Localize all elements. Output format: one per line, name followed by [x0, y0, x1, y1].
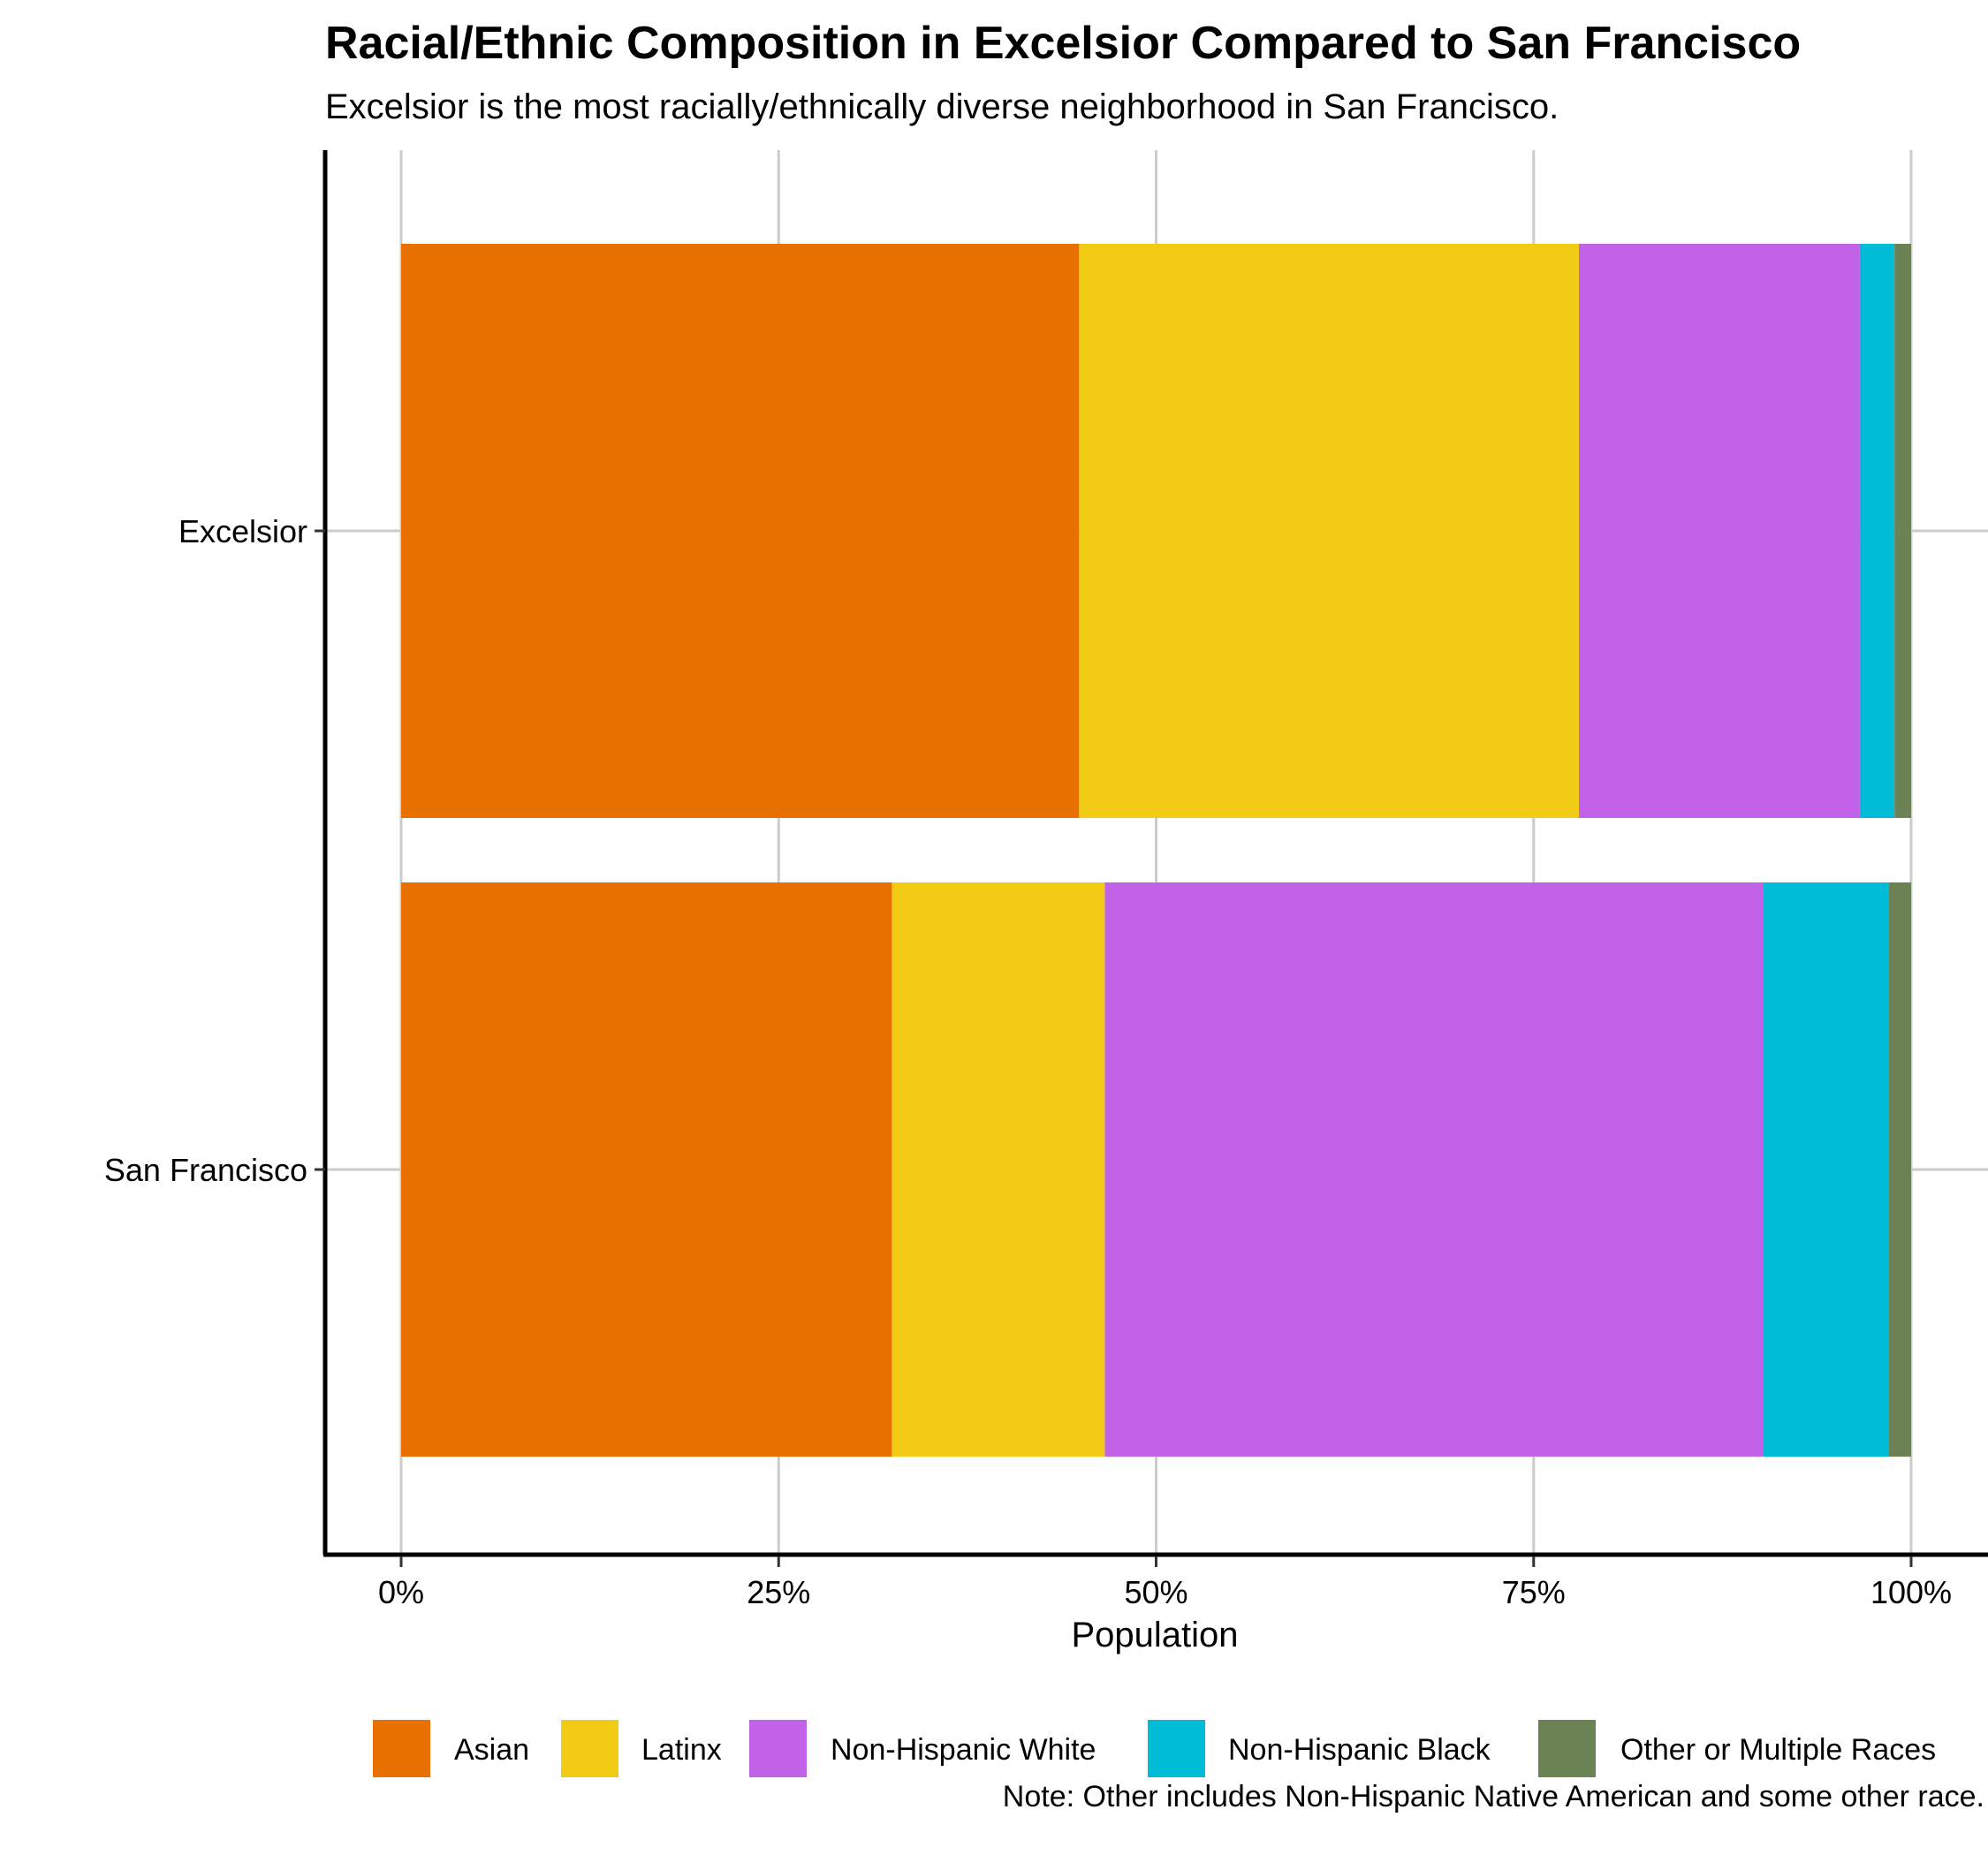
legend-label-latinx: Latinx	[641, 1733, 722, 1767]
y-tick-label-excelsior: Excelsior	[178, 513, 307, 549]
x-tick-label-4: 100%	[1870, 1574, 1952, 1610]
bar-excelsior-non-hispanic-white	[1579, 244, 1860, 818]
bar-excelsior-other-or-multiple-races	[1894, 244, 1911, 818]
bar-excelsior-non-hispanic-black	[1859, 244, 1895, 818]
legend-swatch-latinx	[561, 1720, 618, 1777]
chart-title: Racial/Ethnic Composition in Excelsior C…	[325, 18, 1801, 69]
legend-swatch-other-or-multiple-races	[1538, 1720, 1596, 1777]
legend-swatch-non-hispanic-black	[1148, 1720, 1205, 1777]
x-tick-label-3: 75%	[1502, 1574, 1566, 1610]
bar-san-francisco-latinx	[892, 882, 1105, 1457]
bar-san-francisco-non-hispanic-white	[1104, 882, 1764, 1457]
chart-subtitle: Excelsior is the most racially/ethnicall…	[325, 87, 1559, 126]
legend-label-other-or-multiple-races: Other or Multiple Races	[1620, 1733, 1936, 1767]
bar-excelsior-asian	[401, 244, 1080, 818]
legend-item-latinx: Latinx	[561, 1720, 722, 1777]
x-tick-label-1: 25%	[747, 1574, 810, 1610]
legend-item-asian: Asian	[373, 1720, 529, 1777]
bars	[401, 244, 1911, 1457]
legend-swatch-asian	[373, 1720, 430, 1777]
y-axis: Excelsior San Francisco	[104, 513, 325, 1188]
bar-san-francisco-asian	[401, 882, 892, 1457]
bar-san-francisco-non-hispanic-black	[1763, 882, 1889, 1457]
legend: Asian Latinx Non-Hispanic White Non-Hispani…	[373, 1720, 1936, 1777]
legend-label-non-hispanic-black: Non-Hispanic Black	[1228, 1733, 1491, 1767]
legend-swatch-non-hispanic-white	[749, 1720, 807, 1777]
y-tick-label-san-francisco: San Francisco	[104, 1152, 307, 1188]
legend-item-non-hispanic-white: Non-Hispanic White	[749, 1720, 1096, 1777]
legend-item-other-or-multiple-races: Other or Multiple Races	[1538, 1720, 1936, 1777]
chart-note: Note: Other includes Non-Hispanic Native…	[1003, 1780, 1984, 1813]
legend-item-non-hispanic-black: Non-Hispanic Black	[1148, 1720, 1491, 1777]
x-axis: 0% 25% 50% 75% 100%	[378, 1556, 1952, 1610]
legend-label-non-hispanic-white: Non-Hispanic White	[831, 1733, 1096, 1767]
x-tick-label-0: 0%	[378, 1574, 424, 1610]
bar-excelsior-latinx	[1079, 244, 1580, 818]
x-axis-title: Population	[1071, 1616, 1238, 1654]
x-tick-label-2: 50%	[1124, 1574, 1187, 1610]
bar-san-francisco-other-or-multiple-races	[1888, 882, 1911, 1457]
legend-label-asian: Asian	[454, 1733, 529, 1767]
